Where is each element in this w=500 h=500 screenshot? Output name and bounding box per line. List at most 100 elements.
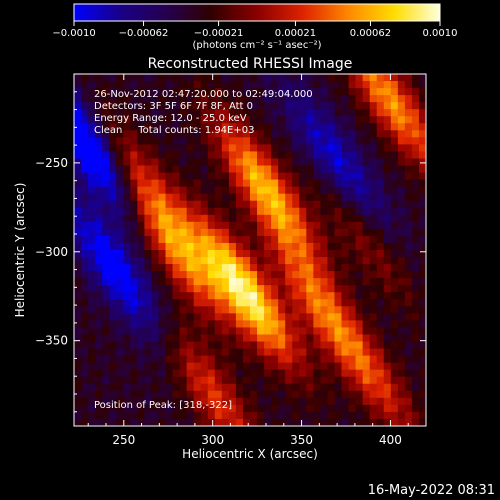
heatmap-cell: [362, 228, 371, 237]
heatmap-cell: [235, 109, 244, 117]
heatmap-cell: [355, 320, 364, 328]
heatmap-cell: [88, 327, 96, 335]
heatmap-cell: [355, 362, 364, 371]
heatmap-cell: [172, 193, 180, 202]
heatmap-cell: [292, 327, 300, 335]
heatmap-cell: [158, 235, 166, 244]
heatmap-cell: [299, 355, 307, 364]
heatmap-cell: [383, 151, 392, 159]
heatmap-cell: [88, 292, 96, 300]
heatmap-cell: [172, 383, 180, 392]
heatmap-cell: [299, 151, 307, 159]
heatmap-cell: [137, 116, 145, 124]
heatmap-cell: [418, 88, 426, 96]
heatmap-cell: [404, 207, 413, 216]
heatmap-cell: [123, 271, 131, 279]
heatmap-cell: [299, 228, 307, 237]
colorbar-unit-label: (photons cm⁻² s⁻¹ asec⁻²): [192, 40, 321, 51]
heatmap-cell: [376, 228, 385, 237]
heatmap-cell: [137, 376, 145, 385]
heatmap-cell: [390, 348, 399, 356]
heatmap-cell: [137, 355, 145, 364]
heatmap-cell: [116, 130, 124, 138]
heatmap-cell: [292, 123, 300, 131]
colorbar: [73, 3, 441, 22]
heatmap-cell: [228, 306, 237, 314]
heatmap-cell: [200, 186, 209, 195]
heatmap-cell: [193, 250, 202, 258]
heatmap-cell: [362, 123, 371, 131]
heatmap-cell: [130, 109, 138, 117]
heatmap-cell: [95, 411, 103, 420]
heatmap-cell: [376, 74, 385, 82]
heatmap-cell: [158, 151, 166, 159]
heatmap-cell: [102, 228, 110, 237]
heatmap-cell: [95, 320, 103, 328]
heatmap-cell: [341, 355, 349, 364]
heatmap-cell: [186, 285, 195, 293]
y-axis-label: Heliocentric Y (arcsec): [13, 183, 27, 318]
heatmap-cell: [186, 404, 195, 413]
heatmap-cell: [74, 137, 82, 145]
heatmap-cell: [341, 285, 349, 293]
heatmap-cell: [390, 397, 399, 406]
heatmap-cell: [418, 193, 426, 202]
heatmap-cell: [390, 313, 399, 321]
heatmap-cell: [158, 102, 166, 110]
heatmap-cell: [278, 362, 286, 371]
heatmap-cell: [320, 193, 328, 202]
heatmap-cell: [102, 102, 110, 110]
heatmap-cell: [418, 158, 426, 166]
annotation-time-range: 26-Nov-2012 02:47:20.000 to 02:49:04.000: [94, 89, 313, 100]
heatmap-cell: [123, 292, 131, 300]
heatmap-cell: [88, 264, 96, 272]
heatmap-cell: [207, 362, 216, 371]
heatmap-cell: [292, 130, 300, 138]
heatmap-cell: [95, 95, 103, 103]
heatmap-cell: [235, 123, 244, 131]
heatmap-cell: [88, 320, 96, 328]
heatmap-cell: [327, 278, 335, 286]
heatmap-cell: [200, 221, 209, 230]
heatmap-cell: [186, 95, 195, 103]
heatmap-cell: [88, 235, 96, 244]
heatmap-cell: [285, 81, 293, 89]
heatmap-cell: [369, 151, 378, 159]
heatmap-cell: [158, 369, 166, 378]
heatmap-cell: [193, 235, 202, 244]
heatmap-cell: [207, 285, 216, 293]
heatmap-cell: [242, 404, 251, 413]
heatmap-cell: [306, 200, 314, 209]
heatmap-cell: [151, 397, 159, 406]
heatmap-cell: [264, 306, 272, 314]
heatmap-cell: [271, 355, 279, 364]
heatmap-cell: [165, 172, 173, 180]
heatmap-cell: [376, 285, 385, 293]
heatmap-cell: [250, 214, 258, 223]
heatmap-cell: [158, 74, 166, 82]
heatmap-cell: [228, 320, 237, 328]
heatmap-cell: [292, 404, 300, 413]
heatmap-cell: [278, 116, 286, 124]
heatmap-cell: [341, 341, 349, 349]
heatmap-cell: [242, 214, 251, 223]
heatmap-cell: [404, 271, 413, 279]
heatmap-cell: [102, 376, 110, 385]
heatmap-cell: [158, 299, 166, 307]
heatmap-cell: [102, 271, 110, 279]
heatmap-cell: [341, 144, 349, 152]
heatmap-cell: [214, 88, 223, 96]
heatmap-cell: [242, 172, 251, 180]
heatmap-cell: [320, 242, 328, 251]
heatmap-cell: [193, 362, 202, 371]
heatmap-cell: [285, 221, 293, 230]
heatmap-cell: [116, 200, 124, 209]
heatmap-cell: [144, 158, 152, 166]
heatmap-cell: [257, 95, 265, 103]
heatmap-cell: [404, 130, 413, 138]
heatmap-cell: [123, 186, 131, 195]
heatmap-cell: [362, 271, 371, 279]
heatmap-cell: [214, 397, 223, 406]
heatmap-cell: [186, 390, 195, 399]
heatmap-cell: [88, 95, 96, 103]
